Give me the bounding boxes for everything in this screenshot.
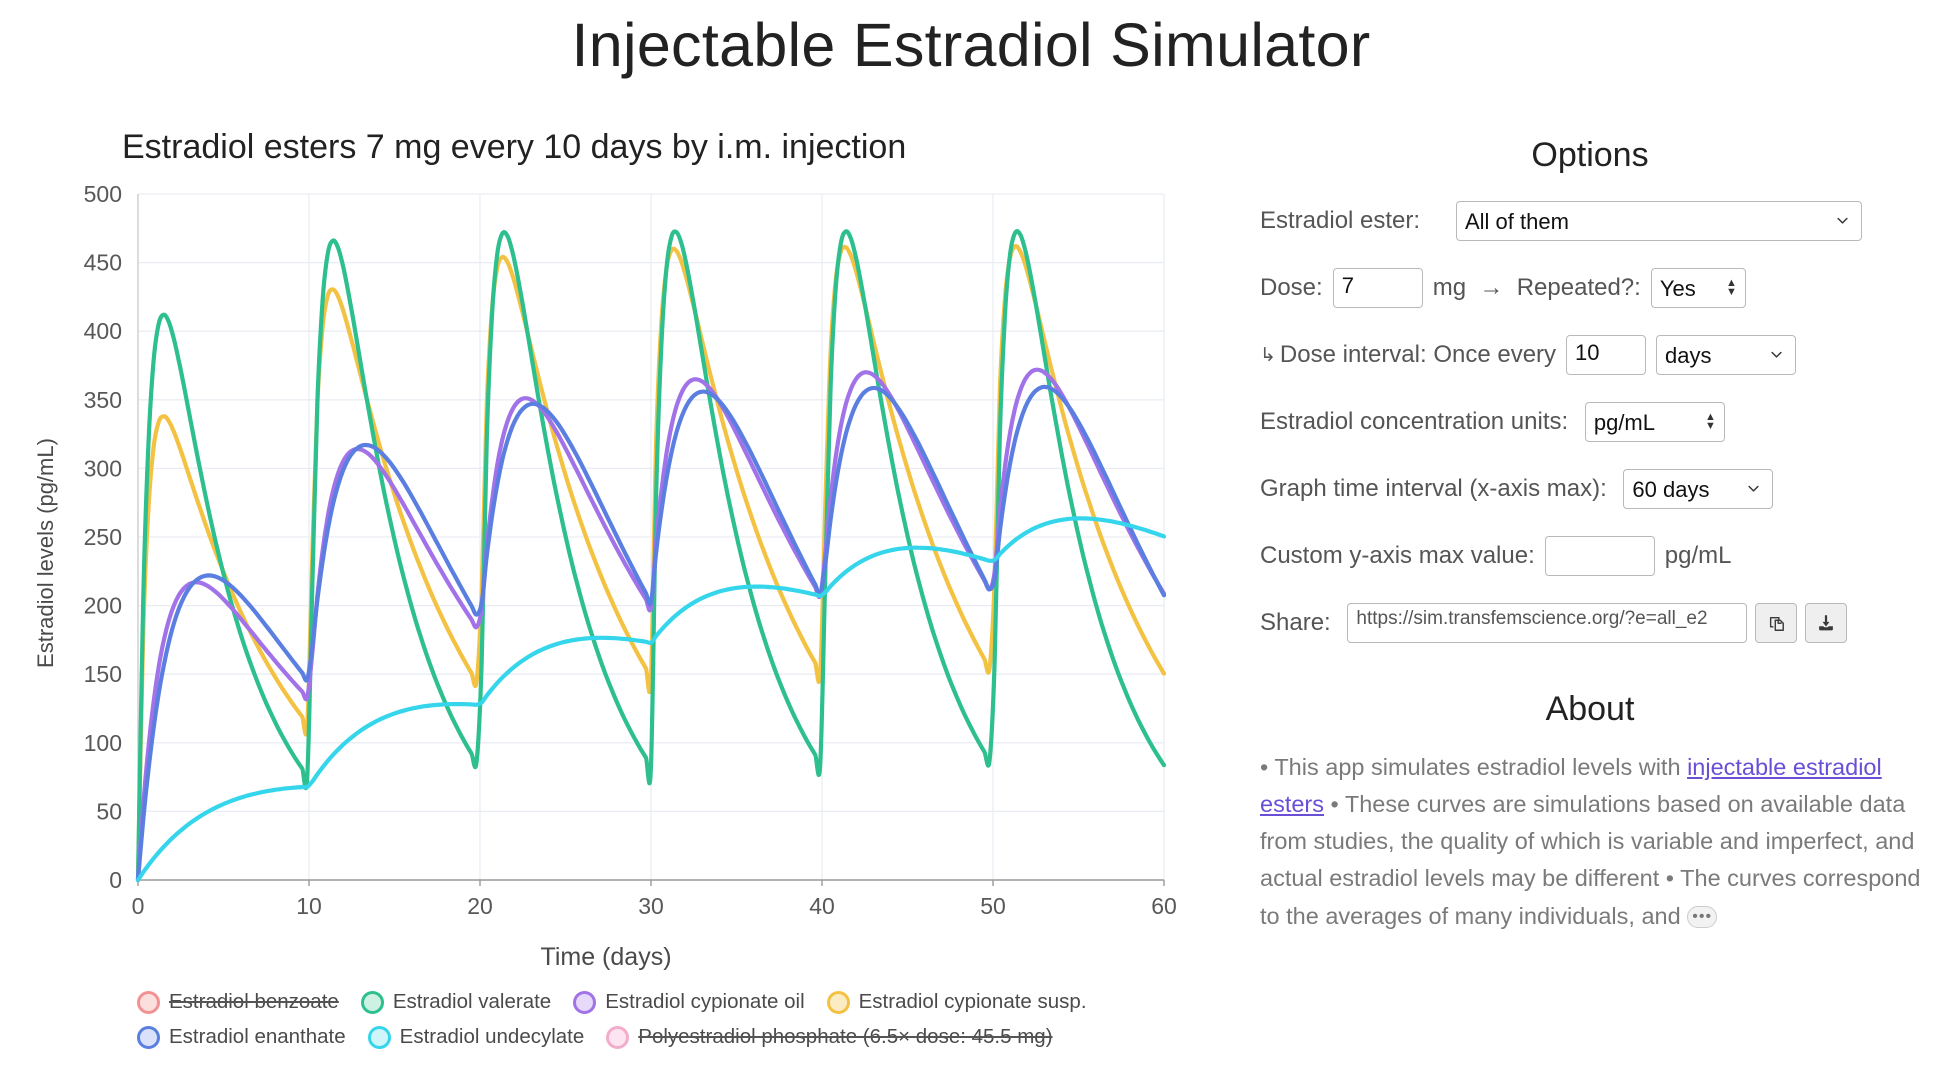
svg-text:400: 400 [84,318,122,344]
svg-text:0: 0 [109,867,122,893]
svg-text:200: 200 [84,593,122,619]
svg-text:20: 20 [467,893,493,919]
svg-text:350: 350 [84,387,122,413]
svg-text:40: 40 [809,893,835,919]
svg-text:10: 10 [296,893,322,919]
svg-text:60: 60 [1151,893,1177,919]
svg-text:50: 50 [980,893,1006,919]
svg-text:250: 250 [84,524,122,550]
svg-text:0: 0 [132,893,145,919]
svg-text:150: 150 [84,661,122,687]
svg-text:300: 300 [84,455,122,481]
svg-text:30: 30 [638,893,664,919]
svg-text:100: 100 [84,730,122,756]
svg-text:450: 450 [84,250,122,276]
svg-text:500: 500 [84,181,122,207]
svg-text:50: 50 [96,798,122,824]
